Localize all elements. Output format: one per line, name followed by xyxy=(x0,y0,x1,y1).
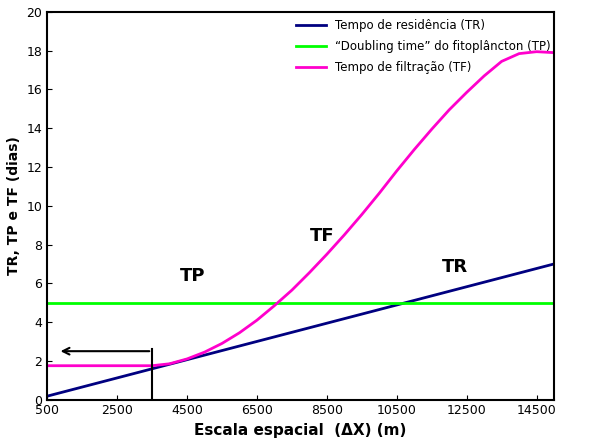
Line: Tempo de filtração (TF): Tempo de filtração (TF) xyxy=(47,52,554,366)
Tempo de filtração (TF) xyxy=(201,349,208,355)
Tempo de filtração (TF) xyxy=(551,50,558,55)
Tempo de filtração (TF) xyxy=(358,212,365,217)
Tempo de filtração (TF) xyxy=(498,59,505,64)
Tempo de filtração (TF) xyxy=(253,317,260,323)
“Doubling time” do fitoplâncton (TP) xyxy=(27,300,34,305)
Tempo de filtração (TF) xyxy=(44,363,51,368)
Tempo de filtração (TF) xyxy=(289,287,296,293)
Tempo de filtração (TF) xyxy=(428,126,435,132)
X-axis label: Escala espacial  (ΔX) (m): Escala espacial (ΔX) (m) xyxy=(194,423,407,438)
Tempo de filtração (TF) xyxy=(481,73,488,79)
Legend: Tempo de residência (TR), “Doubling time” do fitoplâncton (TP), Tempo de filtraç: Tempo de residência (TR), “Doubling time… xyxy=(292,14,555,79)
Tempo de filtração (TF) xyxy=(446,107,453,113)
Tempo de filtração (TF) xyxy=(341,232,348,238)
Tempo de filtração (TF) xyxy=(533,49,540,54)
Tempo de filtração (TF) xyxy=(411,147,418,152)
Tempo de filtração (TF) xyxy=(393,168,401,174)
Tempo de filtração (TF) xyxy=(376,190,383,196)
Text: TP: TP xyxy=(180,267,206,285)
Tempo de filtração (TF) xyxy=(515,51,522,56)
Text: TF: TF xyxy=(309,227,334,245)
Tempo de filtração (TF) xyxy=(166,361,173,366)
Tempo de filtração (TF) xyxy=(323,251,330,257)
Tempo de filtração (TF) xyxy=(184,356,191,362)
“Doubling time” do fitoplâncton (TP) xyxy=(27,300,34,305)
Tempo de filtração (TF) xyxy=(271,303,278,308)
Tempo de filtração (TF) xyxy=(148,363,155,368)
Tempo de filtração (TF) xyxy=(236,330,243,336)
Tempo de filtração (TF) xyxy=(463,90,470,95)
Tempo de filtração (TF) xyxy=(306,270,313,275)
Tempo de filtração (TF) xyxy=(148,363,155,368)
Text: TR: TR xyxy=(442,258,468,276)
Y-axis label: TR, TP e TF (dias): TR, TP e TF (dias) xyxy=(7,136,21,275)
Tempo de filtração (TF) xyxy=(219,341,226,346)
